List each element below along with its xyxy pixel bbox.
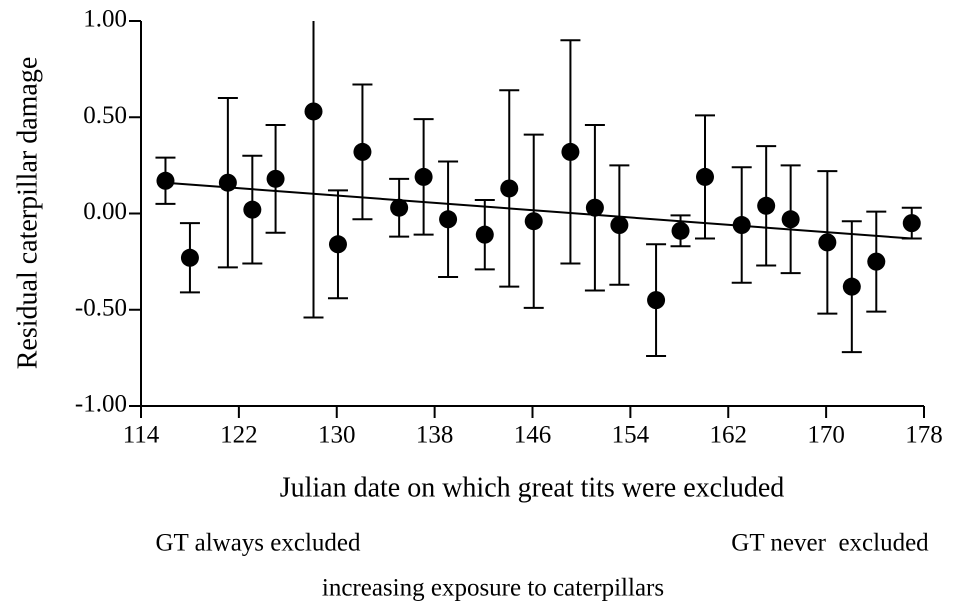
point (524, 212, 543, 231)
point (475, 225, 494, 244)
point (647, 291, 666, 310)
point (732, 216, 751, 235)
x-tick-label: 146 (514, 422, 552, 449)
point (561, 142, 580, 161)
y-tick-label: 0.50 (83, 102, 127, 129)
plot-area (155, 21, 922, 357)
error-bar (303, 21, 324, 319)
x-tick-label: 178 (905, 422, 943, 449)
x-tick-label: 170 (807, 422, 845, 449)
point (218, 173, 237, 192)
point (304, 102, 323, 121)
point (439, 210, 458, 229)
point (500, 179, 519, 198)
point (696, 167, 715, 186)
point (671, 221, 690, 240)
y-tick-label: -1.00 (75, 391, 127, 418)
point (757, 196, 776, 215)
y-axis-label: Residual caterpillar damage (12, 57, 43, 370)
point (585, 198, 604, 217)
point (610, 216, 629, 235)
annotation: GT always excluded (155, 530, 361, 557)
y-tick-label: 1.00 (83, 6, 127, 33)
point (353, 142, 372, 161)
point (818, 233, 837, 252)
point (390, 198, 409, 217)
x-tick-label: 154 (612, 422, 650, 449)
point (180, 248, 199, 267)
annotation: increasing exposure to caterpillars (322, 575, 664, 602)
annotation: GT never excluded (731, 530, 929, 557)
y-tick-label: 0.00 (83, 198, 127, 225)
x-tick-label: 122 (220, 422, 258, 449)
point (243, 200, 262, 219)
trend-line (165, 181, 912, 240)
x-tick-label: 130 (318, 422, 356, 449)
point (266, 169, 285, 188)
x-tick-label: 162 (710, 422, 748, 449)
point (156, 171, 175, 190)
point (902, 214, 921, 233)
x-tick-label: 138 (416, 422, 454, 449)
x-axis-label: Julian date on which great tits were exc… (280, 472, 785, 503)
point (842, 277, 861, 296)
point (414, 167, 433, 186)
point (781, 210, 800, 229)
x-tick-label: 114 (123, 422, 160, 449)
point (328, 235, 347, 254)
y-tick-label: -0.50 (75, 294, 127, 321)
point (867, 252, 886, 271)
